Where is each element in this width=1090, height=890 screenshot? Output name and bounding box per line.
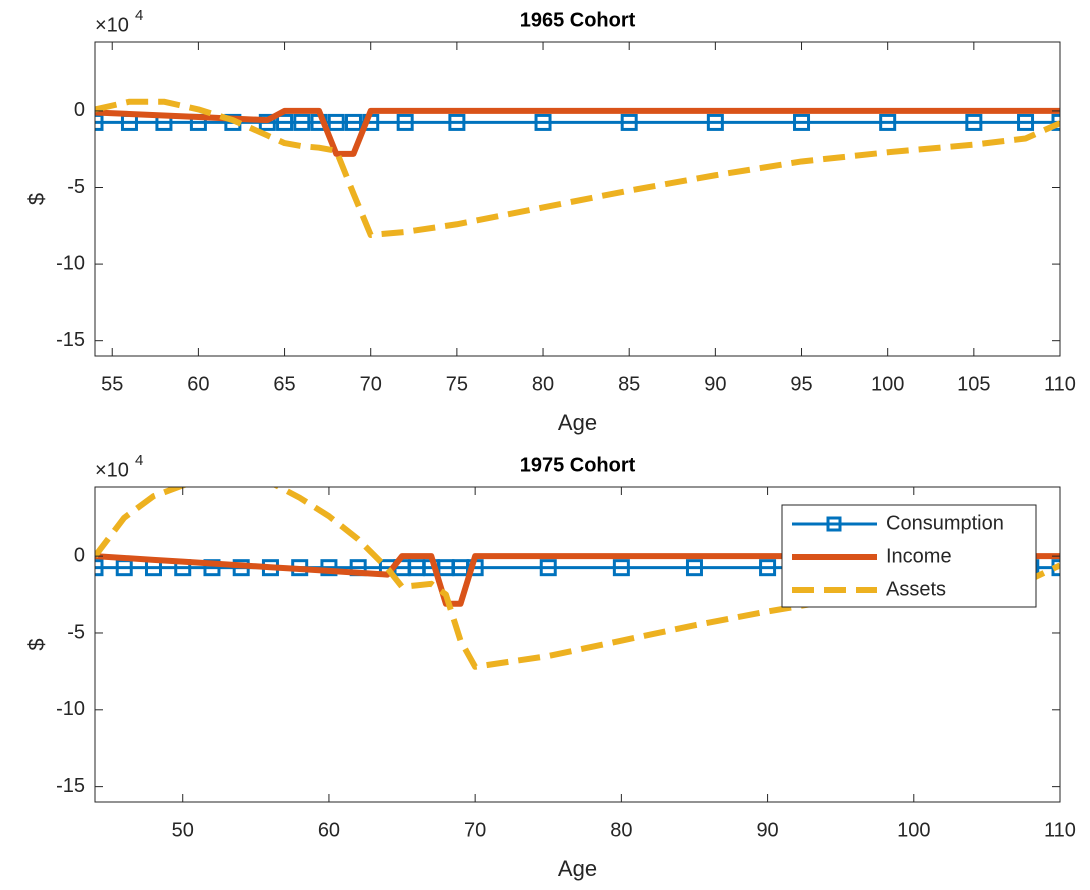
y-tick-label: 0 — [74, 544, 85, 566]
marker — [706, 113, 724, 131]
marker — [965, 113, 983, 131]
marker — [793, 113, 811, 131]
x-tick-label: 70 — [464, 819, 486, 841]
x-tick-label: 60 — [187, 373, 209, 395]
chart-title: 1965 Cohort — [520, 9, 636, 31]
y-axis-label: $ — [24, 193, 49, 205]
marker — [879, 113, 897, 131]
series-line — [95, 487, 1060, 670]
marker — [539, 559, 557, 577]
x-tick-label: 105 — [957, 373, 990, 395]
plot-lines — [95, 98, 1060, 238]
x-tick-label: 75 — [446, 373, 468, 395]
legend-marker — [826, 516, 842, 532]
y-tick-label: -10 — [56, 698, 85, 720]
y-axis-label: $ — [24, 638, 49, 650]
y-multiplier-exponent: 4 — [135, 452, 143, 469]
y-multiplier-exponent: 4 — [135, 7, 143, 24]
legend-label: Assets — [886, 578, 946, 600]
marker — [620, 113, 638, 131]
marker — [276, 113, 294, 131]
marker — [448, 113, 466, 131]
y-tick-label: -10 — [56, 252, 85, 274]
x-tick-label: 100 — [897, 819, 930, 841]
y-tick-label: 0 — [74, 99, 85, 121]
y-tick-label: -5 — [67, 621, 85, 643]
marker — [95, 113, 104, 131]
legend-label: Consumption — [886, 512, 1004, 534]
x-axis-label: Age — [558, 410, 597, 435]
marker — [396, 113, 414, 131]
marker — [1017, 113, 1035, 131]
series-line — [95, 98, 1060, 238]
marker — [344, 113, 362, 131]
legend: Consumption Income Assets — [781, 504, 1037, 608]
x-tick-label: 80 — [532, 373, 554, 395]
x-tick-label: 100 — [871, 373, 904, 395]
x-tick-label: 50 — [172, 819, 194, 841]
x-tick-label: 95 — [790, 373, 812, 395]
x-tick-label: 85 — [618, 373, 640, 395]
x-tick-label: 90 — [704, 373, 726, 395]
x-tick-label: 70 — [360, 373, 382, 395]
y-multiplier: ×10 — [95, 459, 129, 481]
series-line — [95, 107, 1060, 157]
x-tick-label: 80 — [610, 819, 632, 841]
marker — [293, 113, 311, 131]
x-tick-label: 60 — [318, 819, 340, 841]
x-axis-label: Age — [558, 856, 597, 881]
subplot: 50 60 70 80 90 100 110 -15 -10 -5 0 1975 Cohort Age $… — [24, 452, 1076, 881]
x-tick-label: 90 — [756, 819, 778, 841]
y-tick-label: -5 — [67, 176, 85, 198]
legend-label: Income — [886, 545, 952, 567]
y-tick-label: -15 — [56, 775, 85, 797]
y-tick-label: -15 — [56, 329, 85, 351]
subplot: 55 60 65 70 75 80 85 90 95 100 105 110 -15 -10 -5 0 1965… — [24, 7, 1076, 435]
marker — [685, 559, 703, 577]
marker — [95, 559, 104, 577]
marker — [612, 559, 630, 577]
x-tick-label: 110 — [1044, 373, 1076, 395]
marker — [759, 559, 777, 577]
chart-title: 1975 Cohort — [520, 454, 636, 476]
marker — [534, 113, 552, 131]
marker — [327, 113, 345, 131]
y-multiplier: ×10 — [95, 14, 129, 36]
axes-box — [94, 486, 1061, 803]
x-tick-label: 65 — [273, 373, 295, 395]
x-tick-label: 110 — [1044, 819, 1076, 841]
x-tick-label: 55 — [101, 373, 123, 395]
marker — [1051, 113, 1060, 131]
axes-box — [94, 41, 1061, 357]
